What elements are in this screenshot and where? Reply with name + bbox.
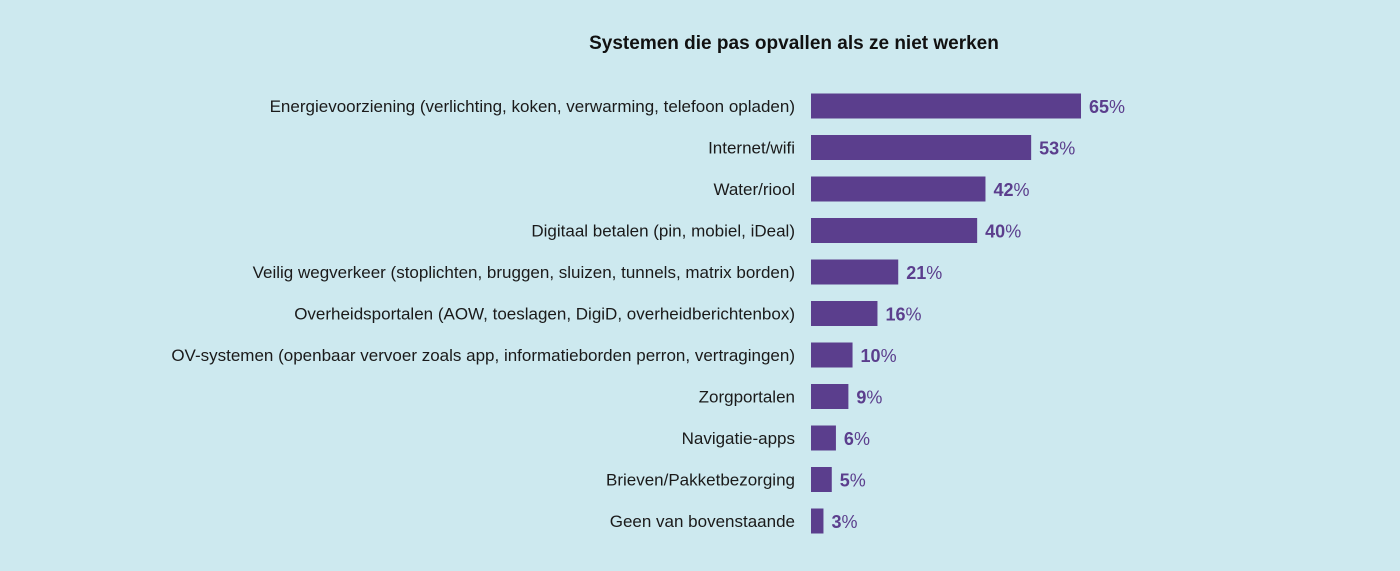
value-suffix: %: [905, 305, 921, 325]
category-label: Zorgportalen: [699, 388, 795, 407]
value-number: 16: [885, 305, 905, 325]
value-suffix: %: [866, 388, 882, 408]
bar: [811, 176, 986, 202]
value-label: 53%: [1039, 139, 1075, 159]
value-label: 9%: [856, 388, 882, 408]
value-label: 5%: [840, 471, 866, 491]
category-label: Geen van bovenstaande: [610, 512, 795, 531]
category-label: Veilig wegverkeer (stoplichten, bruggen,…: [253, 263, 795, 282]
value-suffix: %: [881, 346, 897, 366]
bar: [811, 135, 1032, 160]
value-suffix: %: [1059, 139, 1075, 159]
bar: [811, 259, 899, 285]
category-label: Water/riool: [713, 180, 795, 199]
value-suffix: %: [1109, 97, 1125, 117]
value-number: 10: [861, 346, 881, 366]
value-label: 65%: [1089, 97, 1125, 117]
value-label: 40%: [985, 222, 1021, 242]
chart-title: Systemen die pas opvallen als ze niet we…: [589, 33, 999, 54]
category-label: Digitaal betalen (pin, mobiel, iDeal): [531, 222, 795, 241]
category-label: Overheidsportalen (AOW, toeslagen, DigiD…: [294, 305, 795, 324]
value-number: 5: [840, 471, 850, 491]
bar: [811, 425, 836, 451]
value-suffix: %: [854, 429, 870, 449]
value-label: 3%: [831, 512, 857, 532]
value-label: 16%: [885, 305, 921, 325]
value-label: 10%: [861, 346, 897, 366]
value-label: 21%: [906, 263, 942, 283]
value-suffix: %: [926, 263, 942, 283]
bar: [811, 93, 1082, 119]
bar: [811, 301, 878, 326]
category-label: Internet/wifi: [708, 139, 795, 158]
value-suffix: %: [850, 471, 866, 491]
bar: [811, 218, 978, 243]
category-label: Brieven/Pakketbezorging: [606, 471, 795, 490]
value-number: 21: [906, 263, 926, 283]
value-number: 9: [856, 388, 866, 408]
value-number: 42: [993, 180, 1013, 200]
value-suffix: %: [1005, 222, 1021, 242]
value-suffix: %: [841, 512, 857, 532]
value-number: 53: [1039, 139, 1059, 159]
value-number: 3: [831, 512, 841, 532]
value-suffix: %: [1013, 180, 1029, 200]
value-number: 40: [985, 222, 1005, 242]
value-number: 6: [844, 429, 854, 449]
value-number: 65: [1089, 97, 1109, 117]
bar: [811, 342, 853, 368]
bar: [811, 467, 832, 492]
category-label: Energievoorziening (verlichting, koken, …: [270, 97, 795, 116]
value-label: 42%: [993, 180, 1029, 200]
bar: [811, 384, 849, 409]
category-label: OV-systemen (openbaar vervoer zoals app,…: [171, 346, 795, 365]
value-label: 6%: [844, 429, 870, 449]
category-label: Navigatie-apps: [682, 429, 795, 448]
bar: [811, 508, 824, 534]
